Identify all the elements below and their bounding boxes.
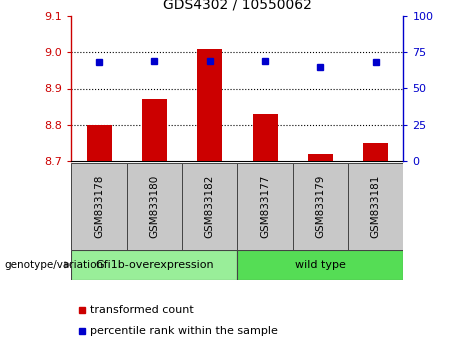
Title: GDS4302 / 10550062: GDS4302 / 10550062 — [163, 0, 312, 12]
Bar — [142, 99, 167, 161]
Text: GSM833180: GSM833180 — [149, 175, 160, 238]
FancyBboxPatch shape — [237, 163, 293, 250]
Bar — [197, 48, 222, 161]
Bar — [308, 154, 333, 161]
Bar — [363, 143, 388, 161]
Text: GSM833178: GSM833178 — [94, 175, 104, 238]
FancyBboxPatch shape — [348, 163, 403, 250]
Text: GSM833181: GSM833181 — [371, 175, 381, 238]
FancyBboxPatch shape — [127, 163, 182, 250]
FancyBboxPatch shape — [71, 250, 237, 280]
FancyBboxPatch shape — [237, 250, 403, 280]
FancyBboxPatch shape — [182, 163, 237, 250]
FancyBboxPatch shape — [71, 163, 127, 250]
Text: genotype/variation: genotype/variation — [5, 260, 104, 270]
Text: wild type: wild type — [295, 259, 346, 270]
FancyBboxPatch shape — [293, 163, 348, 250]
Text: GSM833179: GSM833179 — [315, 175, 325, 238]
Text: transformed count: transformed count — [90, 305, 194, 315]
Text: percentile rank within the sample: percentile rank within the sample — [90, 326, 278, 336]
Text: Gfi1b-overexpression: Gfi1b-overexpression — [95, 259, 214, 270]
Text: GSM833177: GSM833177 — [260, 175, 270, 238]
Bar — [87, 125, 112, 161]
Bar — [253, 114, 278, 161]
Text: GSM833182: GSM833182 — [205, 175, 215, 238]
